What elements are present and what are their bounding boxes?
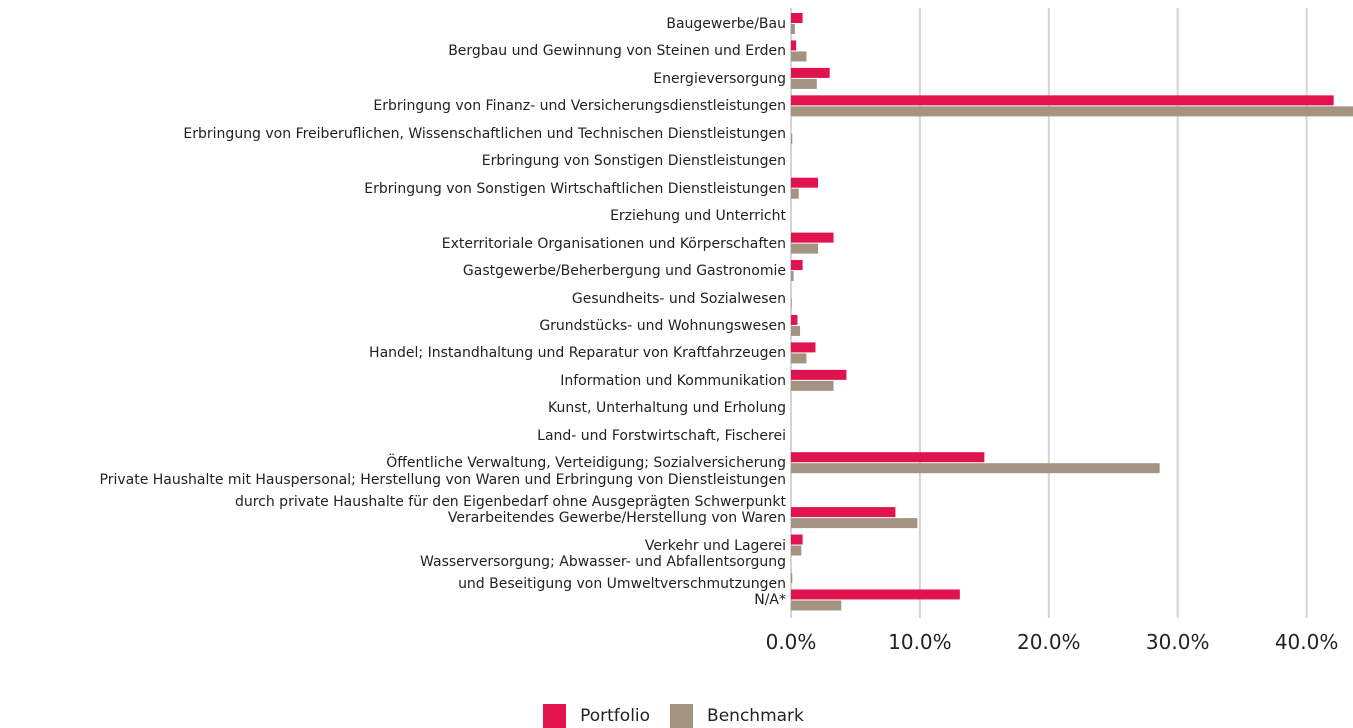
bar [791,369,847,380]
y-tick-label: Erbringung von Sonstigen Wirtschaftliche… [364,180,786,197]
legend-swatch [670,704,694,728]
y-tick-label: Private Haushalte mit Hauspersonal; Hers… [99,471,787,510]
y-tick-label: Energieversorgung [653,70,786,87]
y-tick-label: Gesundheits- und Sozialwesen [571,290,786,307]
y-tick-label: Erziehung und Unterricht [610,208,786,225]
x-tick-label: 30.0% [1145,630,1210,654]
bar [791,67,830,78]
y-tick-label: Kunst, Unterhaltung und Erholung [548,400,786,417]
bar [791,260,803,271]
legend-label: Portfolio [580,706,651,726]
y-tick-label: Land- und Forstwirtschaft, Fischerei [537,427,786,444]
bar [791,314,798,325]
legend-label: Benchmark [707,706,804,726]
bar [791,133,793,144]
y-tick-label: Gastgewerbe/Beherbergung und Gastronomie [462,263,786,280]
bar [791,325,801,336]
bar [791,507,896,518]
bar [791,243,819,254]
bar [791,452,985,463]
legend-swatch [543,704,567,728]
bar [791,95,1334,106]
bar [791,298,792,309]
bar [791,177,819,188]
x-tick-label: 10.0% [888,630,952,654]
y-tick-label: Erbringung von Sonstigen Dienstleistunge… [481,153,786,170]
bar [791,24,795,34]
bar [791,13,803,23]
y-tick-label: Baugewerbe/Bau [666,16,786,32]
legend-item: Portfolio [543,704,650,728]
y-tick-label: Wasserversorgung; Abwasser- und Abfallen… [420,554,786,592]
y-tick-label: Exterritoriale Organisationen und Körper… [441,235,786,252]
bar [791,342,816,353]
y-tick-label: Verkehr und Lagerei [644,537,786,554]
bar [791,380,834,391]
bar [791,463,1160,474]
y-tick-label: Verarbeitendes Gewerbe/Herstellung von W… [447,510,786,527]
y-tick-label: Grundstücks- und Wohnungswesen [539,317,786,334]
bar [791,40,797,51]
y-tick-label: Erbringung von Finanz- und Versicherungs… [373,98,786,115]
x-tick-label: 0.0% [765,630,817,654]
y-tick-label: Information und Kommunikation [560,372,786,389]
bar [791,232,834,243]
bar [791,589,960,600]
bar [791,78,817,89]
x-tick-label: 40.0% [1274,630,1339,654]
bar [791,534,803,545]
legend-item: Benchmark [670,704,804,728]
bar [791,545,802,556]
bar [791,600,842,611]
y-tick-label: Öffentliche Verwaltung, Verteidigung; So… [386,455,786,472]
bar [791,188,799,199]
y-tick-label: Handel; Instandhaltung und Reparatur von… [369,345,786,362]
x-tick-label: 20.0% [1017,630,1081,654]
y-tick-label: N/A* [754,592,786,609]
bar [791,518,918,529]
bar [791,353,807,364]
y-tick-label: Bergbau und Gewinnung von Steinen und Er… [448,43,786,60]
bar [791,51,807,62]
legend: Portfolio Benchmark [0,704,1353,728]
y-tick-label: Erbringung von Freiberuflichen, Wissensc… [183,125,786,142]
bar [791,573,793,583]
bar [791,106,1353,117]
bar [791,271,794,282]
